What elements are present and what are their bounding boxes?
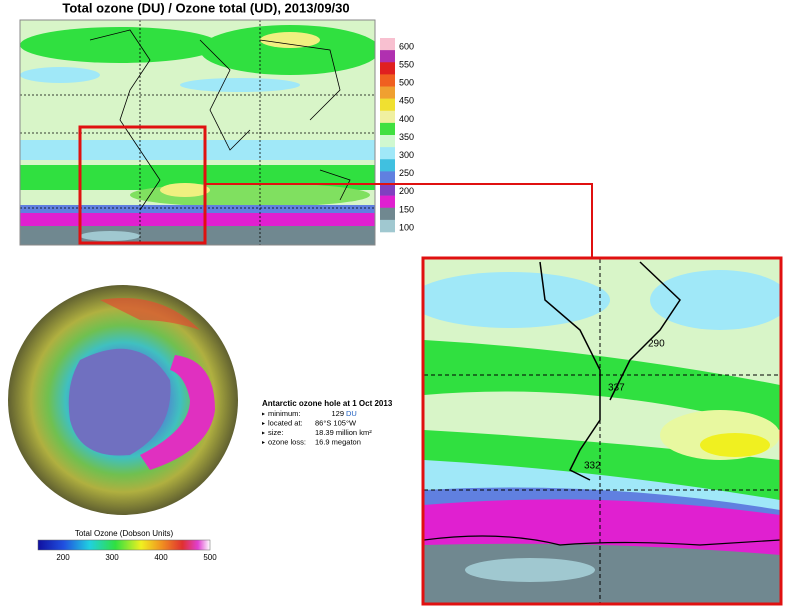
globe-colorbar-label: 500: [203, 553, 217, 562]
globe-colorbar-label: 200: [56, 553, 70, 562]
colorbar-swatch: [380, 98, 395, 112]
bullet: ▸: [262, 412, 265, 418]
colorbar-title: Total Ozone (Dobson Units): [75, 529, 174, 538]
contour-label: 332: [584, 461, 601, 472]
colorbar-label: 150: [399, 204, 414, 214]
colorbar-label: 450: [399, 96, 414, 106]
info-value: 18.39 million km²: [315, 428, 372, 437]
colorbar-swatch: [380, 183, 395, 196]
colorbar-swatch: [380, 147, 395, 160]
colorbar-swatch: [380, 195, 395, 209]
info-key: ozone loss:: [268, 437, 306, 446]
globe-colorbar-label: 400: [154, 553, 168, 562]
colorbar-swatch: [380, 207, 395, 221]
colorbar-label: 400: [399, 114, 414, 124]
bullet: ▸: [262, 431, 265, 437]
globe-colorbar: [37, 539, 211, 551]
colorbar-label: 500: [399, 78, 414, 88]
colorbar: 600 550 500 450 400 350 300 250 200 150 100: [380, 38, 414, 232]
colorbar-swatch: [380, 110, 395, 124]
map-title: Total ozone (DU) / Ozone total (UD), 201…: [62, 0, 349, 15]
colorbar-swatch: [380, 38, 395, 51]
globe: [8, 285, 238, 515]
world-map: [20, 20, 375, 245]
colorbar-label: 100: [399, 222, 414, 232]
info-value: 129: [331, 409, 344, 418]
colorbar-label: 350: [399, 132, 414, 142]
info-key: located at:: [268, 418, 303, 427]
colorbar-swatch: [380, 86, 395, 99]
connector: [205, 183, 593, 258]
colorbar-swatch: [380, 219, 395, 233]
info-unit: DU: [346, 409, 357, 418]
colorbar-label: 550: [399, 59, 414, 69]
colorbar-label: 250: [399, 168, 414, 178]
contour-label: 337: [608, 383, 625, 394]
globe-colorbar-label: 300: [105, 553, 119, 562]
colorbar-label: 200: [399, 186, 414, 196]
globe-colorbar-labels: 200 300 400 500: [56, 553, 217, 562]
contour-label: 290: [648, 339, 665, 350]
info-value: 16.9 megaton: [315, 437, 361, 446]
colorbar-swatch: [380, 135, 395, 148]
hole-info: ▸ minimum: 129 DU▸ located at: 86°S 105°W▸ siz…: [262, 409, 372, 447]
colorbar-swatch: [380, 62, 395, 75]
colorbar-swatch: [380, 50, 395, 63]
colorbar-swatch: [380, 122, 395, 136]
hole-heading: Antarctic ozone hole at 1 Oct 2013: [262, 399, 393, 408]
colorbar-label: 600: [399, 41, 414, 51]
info-key: minimum:: [268, 409, 301, 418]
bullet: ▸: [262, 440, 265, 446]
colorbar-swatch: [380, 74, 395, 87]
info-key: size:: [268, 428, 283, 437]
bullet: ▸: [262, 421, 265, 427]
colorbar-swatch: [380, 171, 395, 184]
zoom-map: 290 337 332: [424, 259, 780, 603]
colorbar-swatch: [380, 159, 395, 172]
info-value: 86°S 105°W: [315, 418, 357, 427]
colorbar-label: 300: [399, 150, 414, 160]
